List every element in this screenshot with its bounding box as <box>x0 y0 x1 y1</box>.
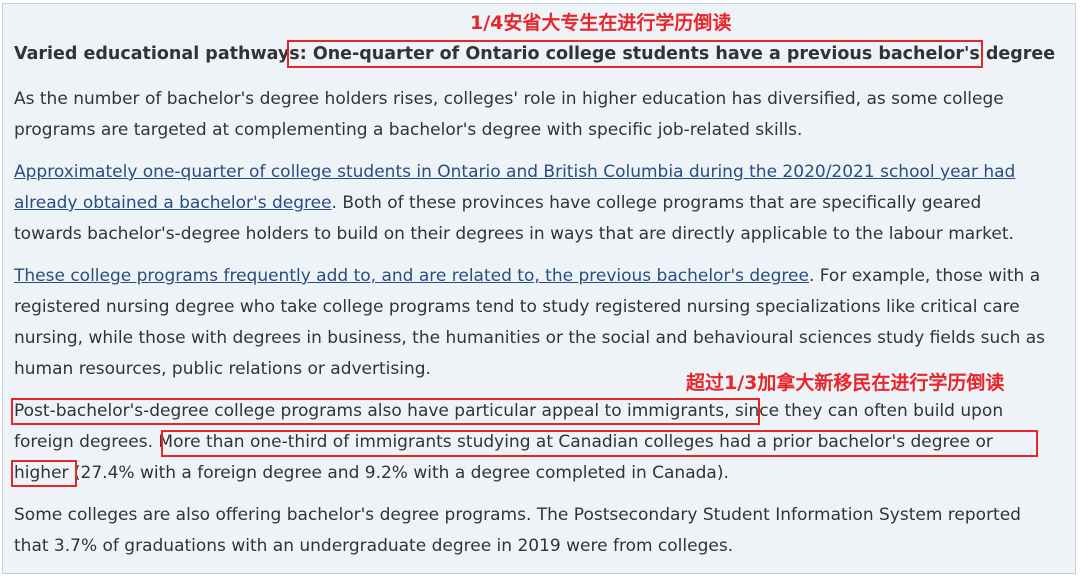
p3-line4: human resources, public relations or adv… <box>14 359 431 379</box>
paragraph-5: Some colleges are also offering bachelor… <box>14 500 1076 562</box>
p4-line2-highlight: More than one-third of immigrants studyi… <box>158 432 993 452</box>
p2-line3: towards bachelor's-degree holders to bui… <box>14 224 1014 244</box>
section-heading: Varied educational pathways: One-quarter… <box>14 42 1055 66</box>
paragraph-4: Post-bachelor's-degree college programs … <box>14 396 1076 489</box>
p4-line2-text: foreign degrees. <box>14 432 159 452</box>
p1-line1: As the number of bachelor's degree holde… <box>14 89 1004 109</box>
p3-line2: registered nursing degree who take colle… <box>14 297 1020 317</box>
heading-title: One-quarter of Ontario college students … <box>312 44 1056 64</box>
article-panel <box>2 3 1076 574</box>
link-quarter-of-students-line2[interactable]: already obtained a bachelor's degree <box>14 193 332 213</box>
paragraph-1: As the number of bachelor's degree holde… <box>14 84 1076 146</box>
p5-line1: Some colleges are also offering bachelor… <box>14 505 1021 525</box>
paragraph-2: Approximately one-quarter of college stu… <box>14 157 1076 250</box>
p1-line2: programs are targeted at complementing a… <box>14 120 803 140</box>
p3-line3: nursing, while those with degrees in bus… <box>14 328 1046 348</box>
p2-line2-text: . Both of these provinces have college p… <box>331 193 982 213</box>
p4-line1-highlight: Post-bachelor's-degree college programs … <box>14 401 730 421</box>
link-quarter-of-students-line1[interactable]: Approximately one-quarter of college stu… <box>14 162 1016 182</box>
p3-line1-text: . For example, those with a <box>808 266 1041 286</box>
p5-line2: that 3.7% of graduations with an undergr… <box>14 536 734 556</box>
heading-label: Varied educational pathways: <box>14 44 307 64</box>
p4-line3-highlight: higher <box>14 463 74 483</box>
p4-line3-text: (27.4% with a foreign degree and 9.2% wi… <box>73 463 729 483</box>
annotation-top: 1/4安省大专生在进行学历倒读 <box>470 12 732 34</box>
link-programs-related[interactable]: These college programs frequently add to… <box>14 266 809 286</box>
paragraph-3: These college programs frequently add to… <box>14 261 1076 385</box>
annotation-middle: 超过1/3加拿大新移民在进行学历倒读 <box>686 372 1005 394</box>
p4-line1-text: since they can often build upon <box>729 401 1004 421</box>
